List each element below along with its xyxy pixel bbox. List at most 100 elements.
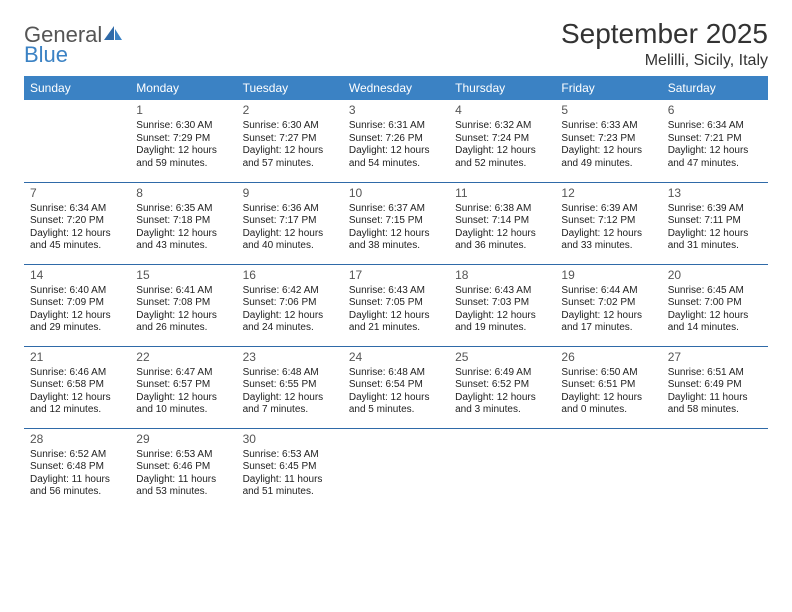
sunset-line: Sunset: 7:20 PM — [30, 215, 124, 228]
calendar-day-cell: 5Sunrise: 6:33 AMSunset: 7:23 PMDaylight… — [555, 100, 661, 182]
weekday-header: Thursday — [449, 76, 555, 100]
daylight-line: Daylight: 12 hours and 45 minutes. — [30, 228, 124, 253]
sunset-line: Sunset: 7:06 PM — [243, 297, 337, 310]
sunrise-line: Sunrise: 6:42 AM — [243, 285, 337, 298]
daylight-line: Daylight: 12 hours and 57 minutes. — [243, 145, 337, 170]
sail-icon — [102, 24, 124, 42]
day-number: 4 — [455, 103, 549, 118]
sunrise-line: Sunrise: 6:32 AM — [455, 120, 549, 133]
sunrise-line: Sunrise: 6:44 AM — [561, 285, 655, 298]
sunrise-line: Sunrise: 6:43 AM — [455, 285, 549, 298]
daylight-line: Daylight: 12 hours and 43 minutes. — [136, 228, 230, 253]
day-number: 27 — [668, 350, 762, 365]
daylight-line: Daylight: 12 hours and 59 minutes. — [136, 145, 230, 170]
sunrise-line: Sunrise: 6:50 AM — [561, 367, 655, 380]
sunrise-line: Sunrise: 6:39 AM — [668, 203, 762, 216]
day-number: 11 — [455, 186, 549, 201]
daylight-line: Daylight: 12 hours and 29 minutes. — [30, 310, 124, 335]
day-number: 22 — [136, 350, 230, 365]
day-number: 18 — [455, 268, 549, 283]
calendar-day-cell: 15Sunrise: 6:41 AMSunset: 7:08 PMDayligh… — [130, 264, 236, 346]
sunset-line: Sunset: 7:21 PM — [668, 133, 762, 146]
sunrise-line: Sunrise: 6:36 AM — [243, 203, 337, 216]
daylight-line: Daylight: 12 hours and 38 minutes. — [349, 228, 443, 253]
day-number: 21 — [30, 350, 124, 365]
calendar-day-cell: 16Sunrise: 6:42 AMSunset: 7:06 PMDayligh… — [237, 264, 343, 346]
sunrise-line: Sunrise: 6:46 AM — [30, 367, 124, 380]
sunset-line: Sunset: 7:11 PM — [668, 215, 762, 228]
sunrise-line: Sunrise: 6:31 AM — [349, 120, 443, 133]
sunset-line: Sunset: 6:45 PM — [243, 461, 337, 474]
day-number: 17 — [349, 268, 443, 283]
daylight-line: Daylight: 12 hours and 49 minutes. — [561, 145, 655, 170]
sunrise-line: Sunrise: 6:48 AM — [243, 367, 337, 380]
calendar-table: Sunday Monday Tuesday Wednesday Thursday… — [24, 76, 768, 510]
weekday-header: Wednesday — [343, 76, 449, 100]
sunrise-line: Sunrise: 6:30 AM — [243, 120, 337, 133]
sunrise-line: Sunrise: 6:40 AM — [30, 285, 124, 298]
day-number: 25 — [455, 350, 549, 365]
sunrise-line: Sunrise: 6:39 AM — [561, 203, 655, 216]
brand-name-b: Blue — [24, 42, 68, 67]
sunrise-line: Sunrise: 6:41 AM — [136, 285, 230, 298]
weekday-header: Saturday — [662, 76, 768, 100]
weekday-header: Sunday — [24, 76, 130, 100]
calendar-day-cell: 7Sunrise: 6:34 AMSunset: 7:20 PMDaylight… — [24, 182, 130, 264]
page-header: GeneralBlue September 2025 Melilli, Sici… — [24, 18, 768, 70]
sunset-line: Sunset: 7:05 PM — [349, 297, 443, 310]
calendar-day-cell — [343, 428, 449, 510]
sunrise-line: Sunrise: 6:37 AM — [349, 203, 443, 216]
sunrise-line: Sunrise: 6:34 AM — [668, 120, 762, 133]
day-number: 20 — [668, 268, 762, 283]
daylight-line: Daylight: 11 hours and 56 minutes. — [30, 474, 124, 499]
sunrise-line: Sunrise: 6:52 AM — [30, 449, 124, 462]
sunrise-line: Sunrise: 6:51 AM — [668, 367, 762, 380]
sunset-line: Sunset: 6:57 PM — [136, 379, 230, 392]
calendar-day-cell: 10Sunrise: 6:37 AMSunset: 7:15 PMDayligh… — [343, 182, 449, 264]
daylight-line: Daylight: 12 hours and 54 minutes. — [349, 145, 443, 170]
daylight-line: Daylight: 11 hours and 58 minutes. — [668, 392, 762, 417]
sunrise-line: Sunrise: 6:45 AM — [668, 285, 762, 298]
sunset-line: Sunset: 7:29 PM — [136, 133, 230, 146]
day-number: 9 — [243, 186, 337, 201]
day-number: 28 — [30, 432, 124, 447]
calendar-day-cell: 26Sunrise: 6:50 AMSunset: 6:51 PMDayligh… — [555, 346, 661, 428]
calendar-day-cell — [662, 428, 768, 510]
sunset-line: Sunset: 6:54 PM — [349, 379, 443, 392]
calendar-day-cell: 2Sunrise: 6:30 AMSunset: 7:27 PMDaylight… — [237, 100, 343, 182]
day-number: 23 — [243, 350, 337, 365]
daylight-line: Daylight: 12 hours and 31 minutes. — [668, 228, 762, 253]
day-number: 8 — [136, 186, 230, 201]
sunrise-line: Sunrise: 6:48 AM — [349, 367, 443, 380]
calendar-day-cell: 22Sunrise: 6:47 AMSunset: 6:57 PMDayligh… — [130, 346, 236, 428]
sunrise-line: Sunrise: 6:38 AM — [455, 203, 549, 216]
calendar-day-cell: 1 Sunrise: 6:30 AMSunset: 7:29 PMDaylight… — [130, 100, 236, 182]
sunrise-line: Sunrise: 6:43 AM — [349, 285, 443, 298]
day-number: 13 — [668, 186, 762, 201]
sunset-line: Sunset: 7:18 PM — [136, 215, 230, 228]
day-number: 30 — [243, 432, 337, 447]
weekday-header: Friday — [555, 76, 661, 100]
daylight-line: Daylight: 12 hours and 19 minutes. — [455, 310, 549, 335]
sunset-line: Sunset: 6:55 PM — [243, 379, 337, 392]
daylight-line: Daylight: 12 hours and 12 minutes. — [30, 392, 124, 417]
day-number: 16 — [243, 268, 337, 283]
day-number: 1 — [136, 103, 230, 118]
calendar-day-cell: 17Sunrise: 6:43 AMSunset: 7:05 PMDayligh… — [343, 264, 449, 346]
sunset-line: Sunset: 7:09 PM — [30, 297, 124, 310]
daylight-line: Daylight: 12 hours and 3 minutes. — [455, 392, 549, 417]
calendar-day-cell: 3Sunrise: 6:31 AMSunset: 7:26 PMDaylight… — [343, 100, 449, 182]
sunrise-line: Sunrise: 6:49 AM — [455, 367, 549, 380]
day-number: 10 — [349, 186, 443, 201]
calendar-day-cell — [555, 428, 661, 510]
daylight-line: Daylight: 12 hours and 5 minutes. — [349, 392, 443, 417]
calendar-day-cell: 14Sunrise: 6:40 AMSunset: 7:09 PMDayligh… — [24, 264, 130, 346]
calendar-week-row: 1Sunrise: 6:30 AMSunset: 7:29 PMDaylight… — [24, 100, 768, 182]
sunset-line: Sunset: 7:00 PM — [668, 297, 762, 310]
weekday-header: Tuesday — [237, 76, 343, 100]
daylight-line: Daylight: 12 hours and 47 minutes. — [668, 145, 762, 170]
sunrise-line: Sunrise: 6:33 AM — [561, 120, 655, 133]
sunset-line: Sunset: 6:48 PM — [30, 461, 124, 474]
sunrise-line: Sunrise: 6:30 AM — [136, 120, 230, 133]
calendar-day-cell: 23Sunrise: 6:48 AMSunset: 6:55 PMDayligh… — [237, 346, 343, 428]
